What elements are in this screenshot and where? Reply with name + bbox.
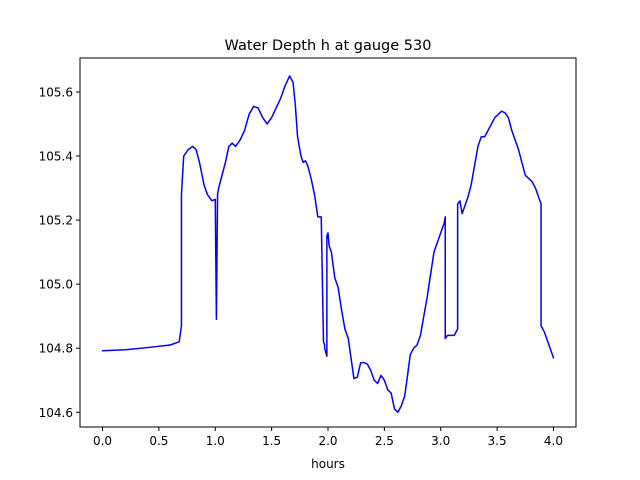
y-tick-label: 105.6 (39, 85, 73, 99)
y-tick-label: 105.4 (39, 150, 73, 164)
x-axis-label: hours (311, 457, 345, 471)
x-tick-label: 0.5 (149, 434, 168, 448)
y-tick-label: 105.0 (39, 278, 73, 292)
x-tick-label: 0.0 (93, 434, 112, 448)
x-tick-label: 4.0 (544, 434, 563, 448)
x-tick-label: 2.5 (375, 434, 394, 448)
axes-frame (79, 57, 577, 428)
series-line-0 (101, 75, 555, 414)
x-tick-label: 3.5 (488, 434, 507, 448)
x-tick-label: 2.0 (318, 434, 337, 448)
y-tick-label: 104.8 (39, 342, 73, 356)
x-tick-label: 1.5 (262, 434, 281, 448)
x-tick-label: 3.0 (431, 434, 450, 448)
y-tick-label: 105.2 (39, 214, 73, 228)
x-tick-label: 1.0 (206, 434, 225, 448)
axis-ticks: 0.0 0.5 1.0 1.5 2.0 2.5 3.0 3.5 4.0 104.6 104.8 105… (39, 85, 563, 448)
chart-title: Water Depth h at gauge 530 (225, 38, 432, 54)
plot-area (101, 75, 555, 414)
y-tick-label: 104.6 (39, 406, 73, 420)
